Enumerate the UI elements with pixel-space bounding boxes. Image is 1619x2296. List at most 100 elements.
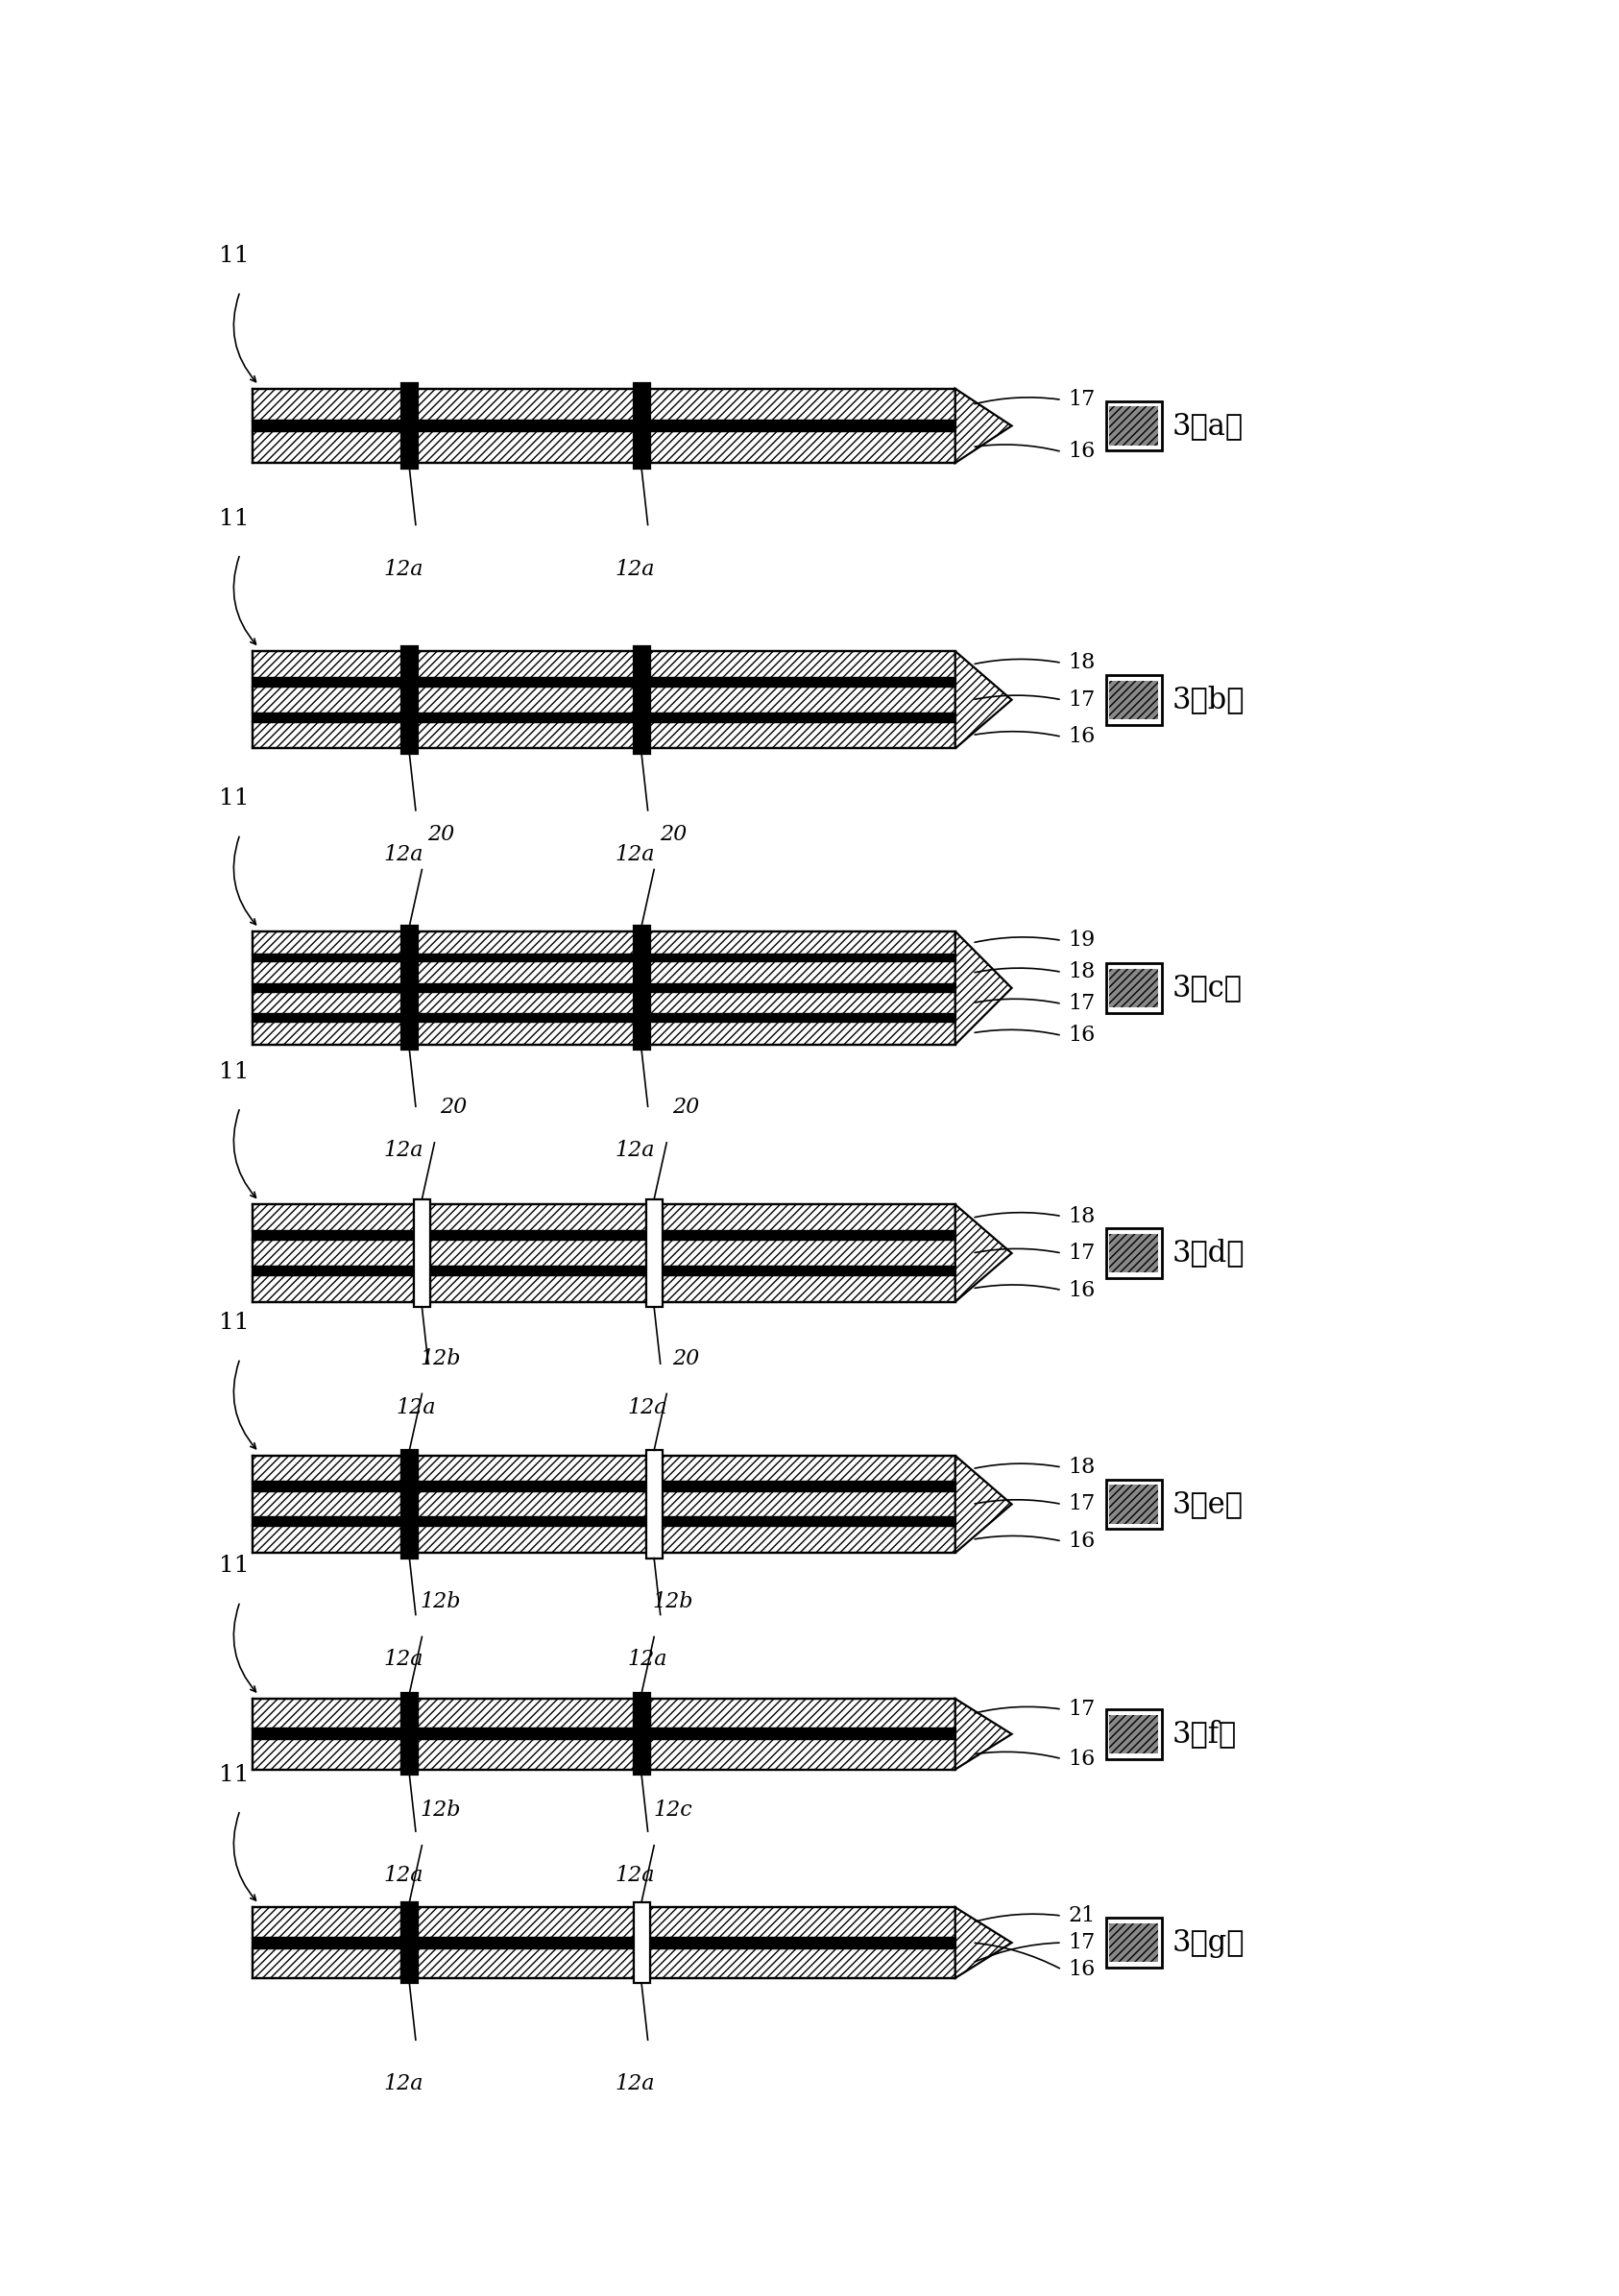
Bar (431, 1267, 646, 1274)
Text: 12a: 12a (395, 1398, 436, 1419)
Bar (418, 1740, 633, 1770)
Polygon shape (955, 1205, 1012, 1302)
Bar (418, 1483, 646, 1490)
Bar (418, 1490, 646, 1518)
Bar (646, 1199, 662, 1306)
Bar (431, 1205, 646, 1231)
Bar (646, 1451, 662, 1559)
Bar (402, 645, 418, 753)
Text: 3（c）: 3（c） (1172, 974, 1242, 1003)
Bar (253, 1947, 402, 1979)
Bar (418, 1908, 633, 1938)
Text: 16: 16 (1069, 726, 1096, 746)
Text: 18: 18 (1069, 652, 1096, 673)
Bar (662, 1483, 955, 1490)
Text: 16: 16 (1069, 1958, 1096, 1979)
Bar (253, 932, 955, 955)
Text: 20: 20 (440, 1097, 466, 1118)
Polygon shape (955, 932, 1012, 1045)
Text: 17: 17 (1069, 689, 1096, 709)
Bar (253, 1699, 402, 1729)
Polygon shape (955, 1699, 1012, 1770)
Text: 20: 20 (672, 1348, 699, 1368)
Text: 17: 17 (1069, 1242, 1096, 1263)
Bar (253, 1022, 955, 1045)
Bar (1106, 1708, 1162, 1759)
Text: 20: 20 (427, 824, 455, 845)
Text: 12a: 12a (615, 1141, 656, 1162)
Bar (253, 1729, 402, 1740)
Bar (253, 1908, 402, 1938)
Bar (662, 1518, 955, 1527)
Bar (633, 383, 649, 468)
Text: 12a: 12a (384, 845, 423, 866)
Text: 12a: 12a (628, 1649, 667, 1669)
Text: 16: 16 (1069, 1747, 1096, 1770)
Bar (253, 1740, 402, 1770)
Bar (253, 1938, 402, 1947)
Text: 20: 20 (659, 824, 686, 845)
Text: 21: 21 (1069, 1906, 1096, 1926)
Text: 12a: 12a (615, 558, 656, 579)
Text: 16: 16 (1069, 1531, 1096, 1552)
Bar (402, 1451, 418, 1559)
Text: 3（e）: 3（e） (1172, 1490, 1243, 1520)
Bar (418, 1938, 633, 1947)
Bar (418, 1699, 633, 1729)
Text: 17: 17 (1069, 1495, 1096, 1515)
Text: 3（d）: 3（d） (1172, 1238, 1245, 1267)
Text: 12a: 12a (615, 845, 656, 866)
Text: 18: 18 (1069, 1456, 1096, 1479)
Text: 18: 18 (1069, 962, 1096, 983)
Text: 11: 11 (219, 788, 249, 810)
Text: 19: 19 (1069, 930, 1096, 951)
Bar (649, 1947, 955, 1979)
Bar (1109, 680, 1159, 719)
Polygon shape (955, 1456, 1012, 1552)
Bar (1106, 1917, 1162, 1968)
Polygon shape (955, 652, 1012, 748)
Bar (402, 383, 418, 468)
Text: 11: 11 (219, 507, 249, 530)
Bar (1109, 406, 1159, 445)
Text: 16: 16 (1069, 441, 1096, 461)
Bar (253, 677, 955, 687)
Bar (649, 1729, 955, 1740)
Bar (253, 687, 955, 714)
Bar (662, 1456, 955, 1483)
Bar (253, 432, 955, 464)
Bar (1109, 1715, 1159, 1754)
Bar (253, 420, 955, 432)
Bar (431, 1240, 646, 1267)
Text: 12a: 12a (615, 1864, 656, 1885)
Bar (253, 992, 955, 1015)
Bar (633, 645, 649, 753)
Text: 11: 11 (219, 246, 249, 266)
Bar (662, 1267, 955, 1274)
Text: 12b: 12b (421, 1348, 461, 1368)
Text: 20: 20 (672, 1097, 699, 1118)
Bar (662, 1205, 955, 1231)
Bar (633, 925, 649, 1049)
Text: 17: 17 (1069, 994, 1096, 1015)
Text: 12a: 12a (384, 558, 423, 579)
Text: 3（b）: 3（b） (1172, 684, 1245, 714)
Bar (1106, 402, 1162, 450)
Bar (253, 652, 955, 677)
Bar (253, 1456, 402, 1483)
Bar (633, 1901, 649, 1984)
Bar (253, 985, 955, 992)
Bar (649, 1908, 955, 1938)
Text: 17: 17 (1069, 1933, 1096, 1954)
Bar (414, 1199, 431, 1306)
Bar (402, 925, 418, 1049)
Bar (662, 1231, 955, 1240)
Bar (649, 1699, 955, 1729)
Bar (253, 1274, 414, 1302)
Bar (1106, 964, 1162, 1013)
Text: 3（g）: 3（g） (1172, 1929, 1245, 1958)
Polygon shape (955, 388, 1012, 464)
Bar (431, 1274, 646, 1302)
Bar (418, 1518, 646, 1527)
Text: 3（a）: 3（a） (1172, 411, 1243, 441)
